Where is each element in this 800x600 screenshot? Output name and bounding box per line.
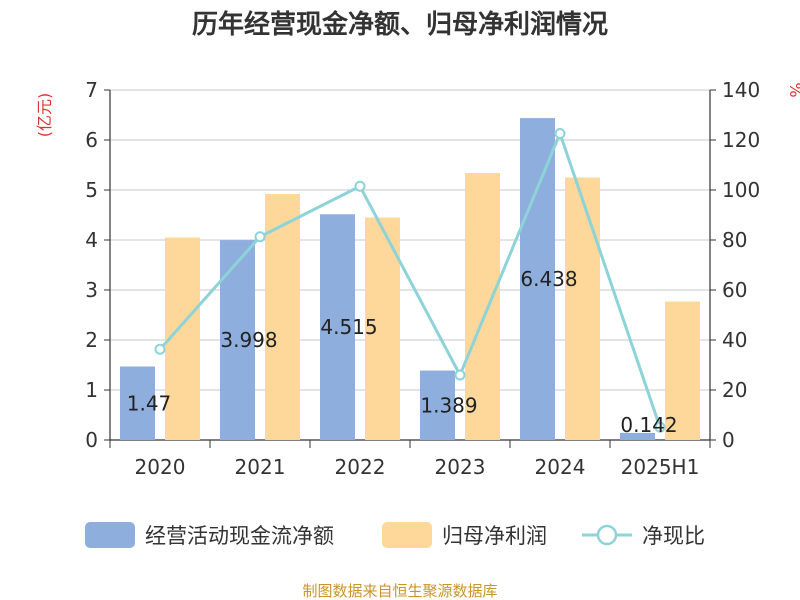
net-profit-bar (265, 194, 300, 440)
ratio-line (154, 128, 666, 433)
x-tick-label: 2025H1 (621, 455, 700, 479)
left-tick-label: 5 (85, 178, 98, 202)
cashflow-data-label: 3.998 (220, 328, 277, 352)
right-tick-label: 20 (722, 378, 747, 402)
left-tick-label: 3 (85, 278, 98, 302)
right-tick-label: 100 (722, 178, 760, 202)
cashflow-data-label: 4.515 (320, 315, 377, 339)
legend: 经营活动现金流净额 归母净利润 净现比 (85, 522, 705, 548)
cashflow-data-label: 1.47 (127, 391, 172, 415)
cashflow-bar (420, 370, 455, 440)
left-tick-label: 7 (85, 78, 98, 102)
x-tick-label: 2020 (135, 455, 186, 479)
net-profit-bar (465, 173, 500, 440)
bars (120, 118, 700, 440)
left-axis-ticks: 0 1 2 3 4 5 6 7 (85, 78, 110, 452)
left-tick-label: 1 (85, 378, 98, 402)
x-tick-label: 2022 (335, 455, 386, 479)
cashflow-bar (120, 366, 155, 440)
right-axis-unit: % (786, 82, 800, 97)
left-tick-label: 6 (85, 128, 98, 152)
cashflow-data-label: 6.438 (520, 267, 577, 291)
net-profit-bar (565, 177, 600, 440)
cashflow-data-label: 1.389 (420, 393, 477, 417)
x-tick-label: 2021 (235, 455, 286, 479)
x-axis-ticks: 2020 2021 2022 2023 2024 2025H1 (109, 440, 711, 479)
right-tick-label: 40 (722, 328, 747, 352)
ratio-point (554, 128, 566, 139)
left-axis-unit: (亿元) (35, 93, 54, 138)
net-profit-bar (665, 301, 700, 440)
legend-label: 归母净利润 (442, 524, 547, 548)
x-tick-label: 2023 (435, 455, 486, 479)
cashflow-data-label: 0.142 (620, 413, 677, 437)
right-tick-label: 60 (722, 278, 747, 302)
right-tick-label: 140 (722, 78, 760, 102)
legend-swatch-cashflow (85, 522, 135, 548)
legend-label: 经营活动现金流净额 (145, 524, 334, 548)
left-tick-label: 0 (85, 428, 98, 452)
grid-lines (110, 89, 710, 441)
ratio-point (154, 343, 166, 355)
chart-title: 历年经营现金净额、归母净利润情况 (192, 9, 608, 40)
ratio-point (254, 231, 266, 243)
ratio-line-path (158, 129, 662, 428)
legend-swatch-net-profit (382, 522, 432, 548)
ratio-point (454, 369, 466, 381)
cashflow-bar (520, 118, 555, 440)
legend-label: 净现比 (642, 524, 705, 548)
source-note: 制图数据来自恒生聚源数据库 (302, 582, 497, 600)
legend-swatch-point (596, 524, 618, 546)
net-profit-bar (365, 217, 400, 440)
ratio-point (354, 180, 366, 192)
x-tick-label: 2024 (535, 455, 586, 479)
right-tick-label: 80 (722, 228, 747, 252)
left-tick-label: 2 (85, 328, 98, 352)
data-labels: 1.47 3.998 4.515 1.389 6.438 0.142 (127, 267, 678, 437)
right-axis-ticks: 0 20 40 60 80 100 120 140 (710, 78, 760, 452)
right-tick-label: 0 (722, 428, 735, 452)
cashflow-bar (620, 432, 655, 440)
ratio-point (654, 421, 666, 433)
right-tick-label: 120 (722, 128, 760, 152)
cashflow-bar (320, 214, 355, 440)
left-tick-label: 4 (85, 228, 98, 252)
